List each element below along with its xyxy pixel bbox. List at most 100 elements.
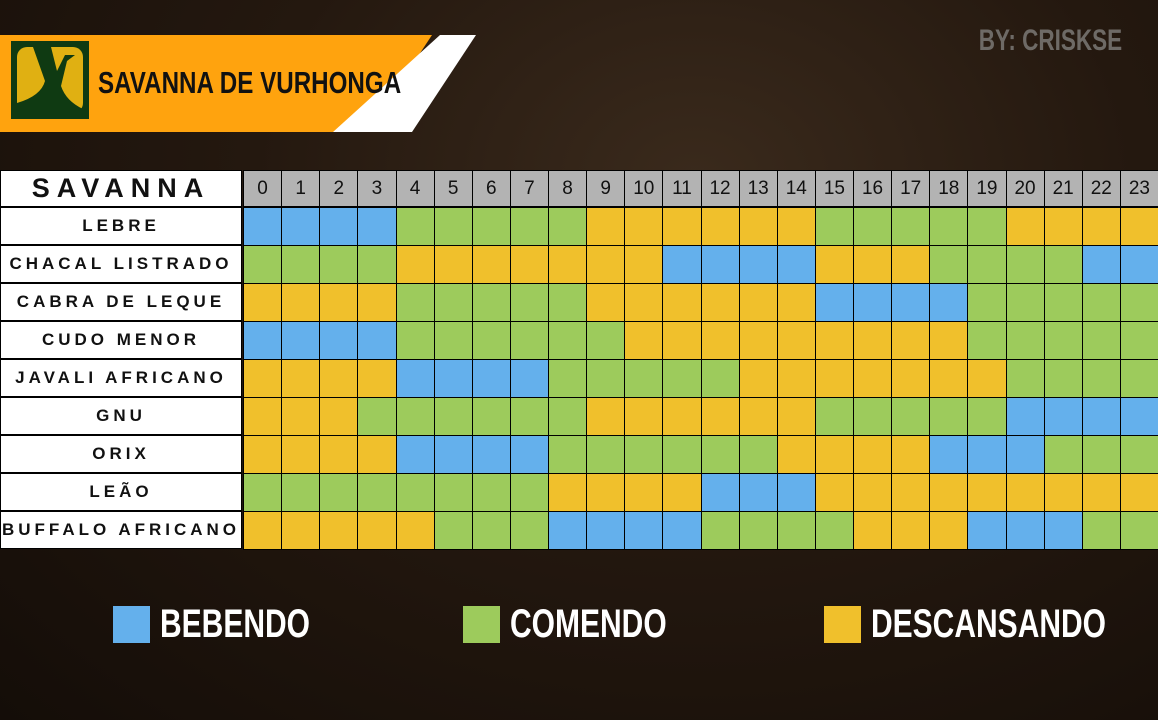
activity-cell	[243, 245, 283, 284]
activity-cell	[776, 397, 816, 436]
activity-cell	[1005, 435, 1045, 474]
activity-cell	[281, 359, 321, 398]
legend-comendo: COMENDO	[463, 602, 719, 647]
activity-cell	[853, 207, 893, 246]
activity-cell	[776, 283, 816, 322]
hour-header: 5	[433, 170, 473, 207]
activity-cell	[1081, 207, 1121, 246]
activity-cell	[471, 435, 511, 474]
legend-label: BEBENDO	[160, 602, 311, 646]
activity-cell	[891, 245, 931, 284]
activity-cell	[319, 435, 359, 474]
activity-cell	[319, 283, 359, 322]
activity-cell	[1043, 207, 1083, 246]
activity-cell	[624, 397, 664, 436]
hour-header: 12	[700, 170, 740, 207]
activity-cell	[1005, 245, 1045, 284]
activity-cell	[700, 359, 740, 398]
activity-cell	[471, 359, 511, 398]
activity-cell	[433, 473, 473, 512]
activity-cell	[967, 245, 1007, 284]
activity-cell	[1005, 321, 1045, 360]
activity-cell	[509, 397, 549, 436]
activity-cell	[433, 207, 473, 246]
activity-cell	[1119, 511, 1158, 550]
animal-label: CUDO MENOR	[0, 321, 242, 359]
hour-header: 23	[1119, 170, 1158, 207]
activity-cell	[929, 245, 969, 284]
activity-cell	[357, 359, 397, 398]
activity-cell	[1119, 435, 1158, 474]
activity-cell	[281, 207, 321, 246]
animal-label: LEÃO	[0, 473, 242, 511]
activity-cell	[624, 207, 664, 246]
activity-cell	[700, 435, 740, 474]
activity-cell	[243, 359, 283, 398]
activity-cell	[395, 283, 435, 322]
activity-cell	[243, 283, 283, 322]
activity-cell	[471, 397, 511, 436]
activity-cell	[1081, 321, 1121, 360]
activity-cell	[891, 435, 931, 474]
activity-cell	[395, 359, 435, 398]
activity-cell	[929, 511, 969, 550]
activity-cell	[471, 473, 511, 512]
hour-header: 9	[586, 170, 626, 207]
activity-cell	[243, 435, 283, 474]
activity-cell	[738, 359, 778, 398]
activity-cell	[1043, 511, 1083, 550]
activity-cell	[281, 435, 321, 474]
activity-cell	[738, 473, 778, 512]
activity-cell	[586, 283, 626, 322]
activity-cell	[738, 511, 778, 550]
hour-header: 16	[853, 170, 893, 207]
activity-cell	[891, 321, 931, 360]
activity-cell	[738, 283, 778, 322]
activity-cell	[281, 511, 321, 550]
activity-cell	[662, 473, 702, 512]
activity-cell	[357, 207, 397, 246]
hour-header: 18	[929, 170, 969, 207]
activity-cell	[243, 397, 283, 436]
activity-cell	[357, 245, 397, 284]
activity-cell	[814, 359, 854, 398]
activity-cell	[548, 245, 588, 284]
activity-cell	[624, 511, 664, 550]
activity-cell	[967, 207, 1007, 246]
activity-cell	[700, 397, 740, 436]
hour-header: 20	[1005, 170, 1045, 207]
activity-cell	[586, 397, 626, 436]
activity-cell	[1043, 321, 1083, 360]
activity-cell	[624, 245, 664, 284]
activity-cell	[243, 511, 283, 550]
activity-cell	[853, 511, 893, 550]
activity-cell	[1043, 359, 1083, 398]
hour-header: 10	[624, 170, 664, 207]
activity-cell	[433, 359, 473, 398]
activity-cell	[738, 321, 778, 360]
activity-cell	[433, 245, 473, 284]
activity-cell	[929, 283, 969, 322]
hour-header: 8	[548, 170, 588, 207]
title-banner: SAVANNA DE VURHONGA	[0, 35, 478, 132]
activity-cell	[586, 359, 626, 398]
activity-cell	[548, 511, 588, 550]
activity-cell	[853, 397, 893, 436]
activity-cell	[1043, 473, 1083, 512]
activity-cell	[662, 397, 702, 436]
activity-cell	[776, 473, 816, 512]
activity-cell	[243, 321, 283, 360]
activity-cell	[1005, 207, 1045, 246]
activity-cell	[395, 511, 435, 550]
activity-cell	[548, 359, 588, 398]
activity-cell	[814, 435, 854, 474]
activity-cell	[853, 473, 893, 512]
hour-header: 13	[738, 170, 778, 207]
activity-cell	[929, 397, 969, 436]
activity-cell	[319, 359, 359, 398]
activity-cell	[357, 321, 397, 360]
legend-swatch-resting	[824, 606, 861, 643]
activity-cell	[814, 473, 854, 512]
activity-cell	[281, 473, 321, 512]
activity-cell	[967, 473, 1007, 512]
